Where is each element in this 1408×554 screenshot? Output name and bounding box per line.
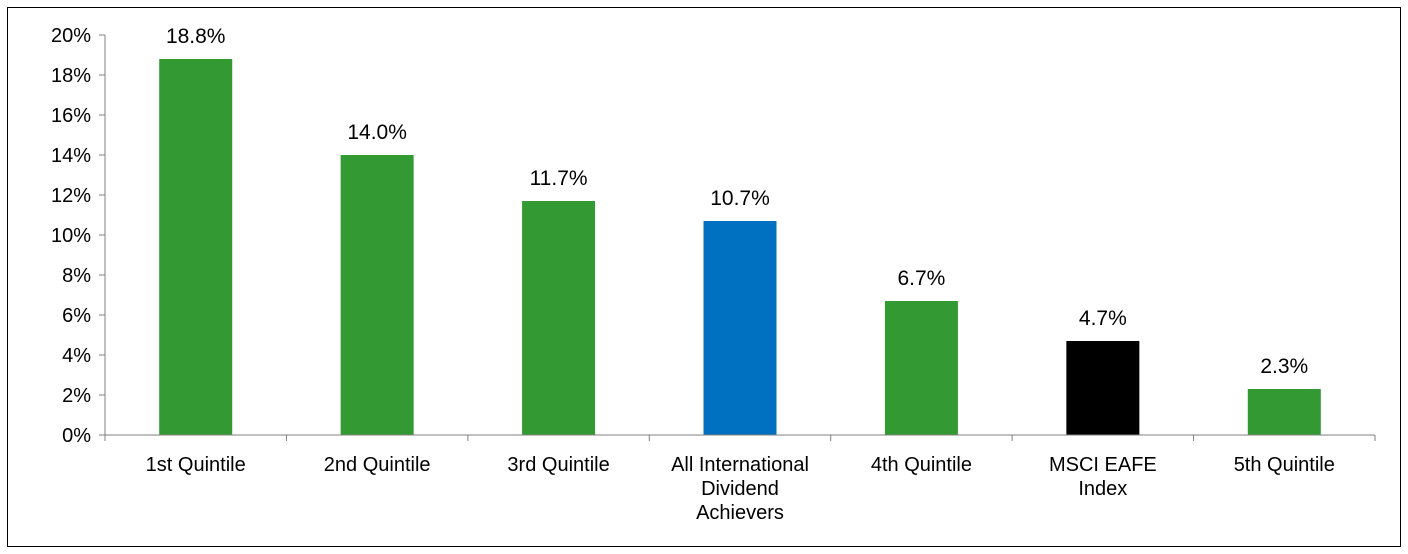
data-label: 6.7% (897, 267, 945, 290)
y-tick-label: 12% (51, 185, 91, 207)
y-tick-label: 2% (62, 385, 91, 407)
y-tick-label: 8% (62, 265, 91, 287)
bar (1066, 341, 1140, 435)
y-tick-label: 10% (51, 225, 91, 247)
data-label: 18.8% (166, 25, 226, 48)
x-tick-label: MSCI EAFE Index (1049, 454, 1157, 500)
y-tick-label: 0% (62, 425, 91, 447)
y-tick-label: 6% (62, 305, 91, 327)
x-tick-label: 4th Quintile (871, 454, 972, 476)
data-label: 11.7% (530, 167, 588, 190)
bar (703, 221, 777, 435)
data-label: 4.7% (1079, 307, 1127, 330)
x-tick-label: 5th Quintile (1234, 454, 1335, 476)
y-tick-label: 18% (51, 65, 91, 87)
x-tick-label: 3rd Quintile (507, 454, 609, 476)
chart-frame (7, 7, 1401, 547)
bar (159, 59, 233, 435)
x-tick-label: All International Dividend Achievers (671, 454, 809, 524)
data-label: 10.7% (710, 187, 770, 210)
bar (522, 201, 596, 435)
y-tick-label: 16% (51, 105, 91, 127)
data-label: 14.0% (347, 121, 407, 144)
x-tick-label: 1st Quintile (146, 454, 246, 476)
bar (884, 301, 958, 435)
x-tick-label: 2nd Quintile (324, 454, 431, 476)
bar (340, 155, 414, 435)
data-label: 2.3% (1260, 355, 1308, 378)
bar (1247, 389, 1321, 435)
y-tick-label: 4% (62, 345, 91, 367)
y-tick-label: 14% (51, 145, 91, 167)
y-tick-label: 20% (51, 25, 91, 47)
